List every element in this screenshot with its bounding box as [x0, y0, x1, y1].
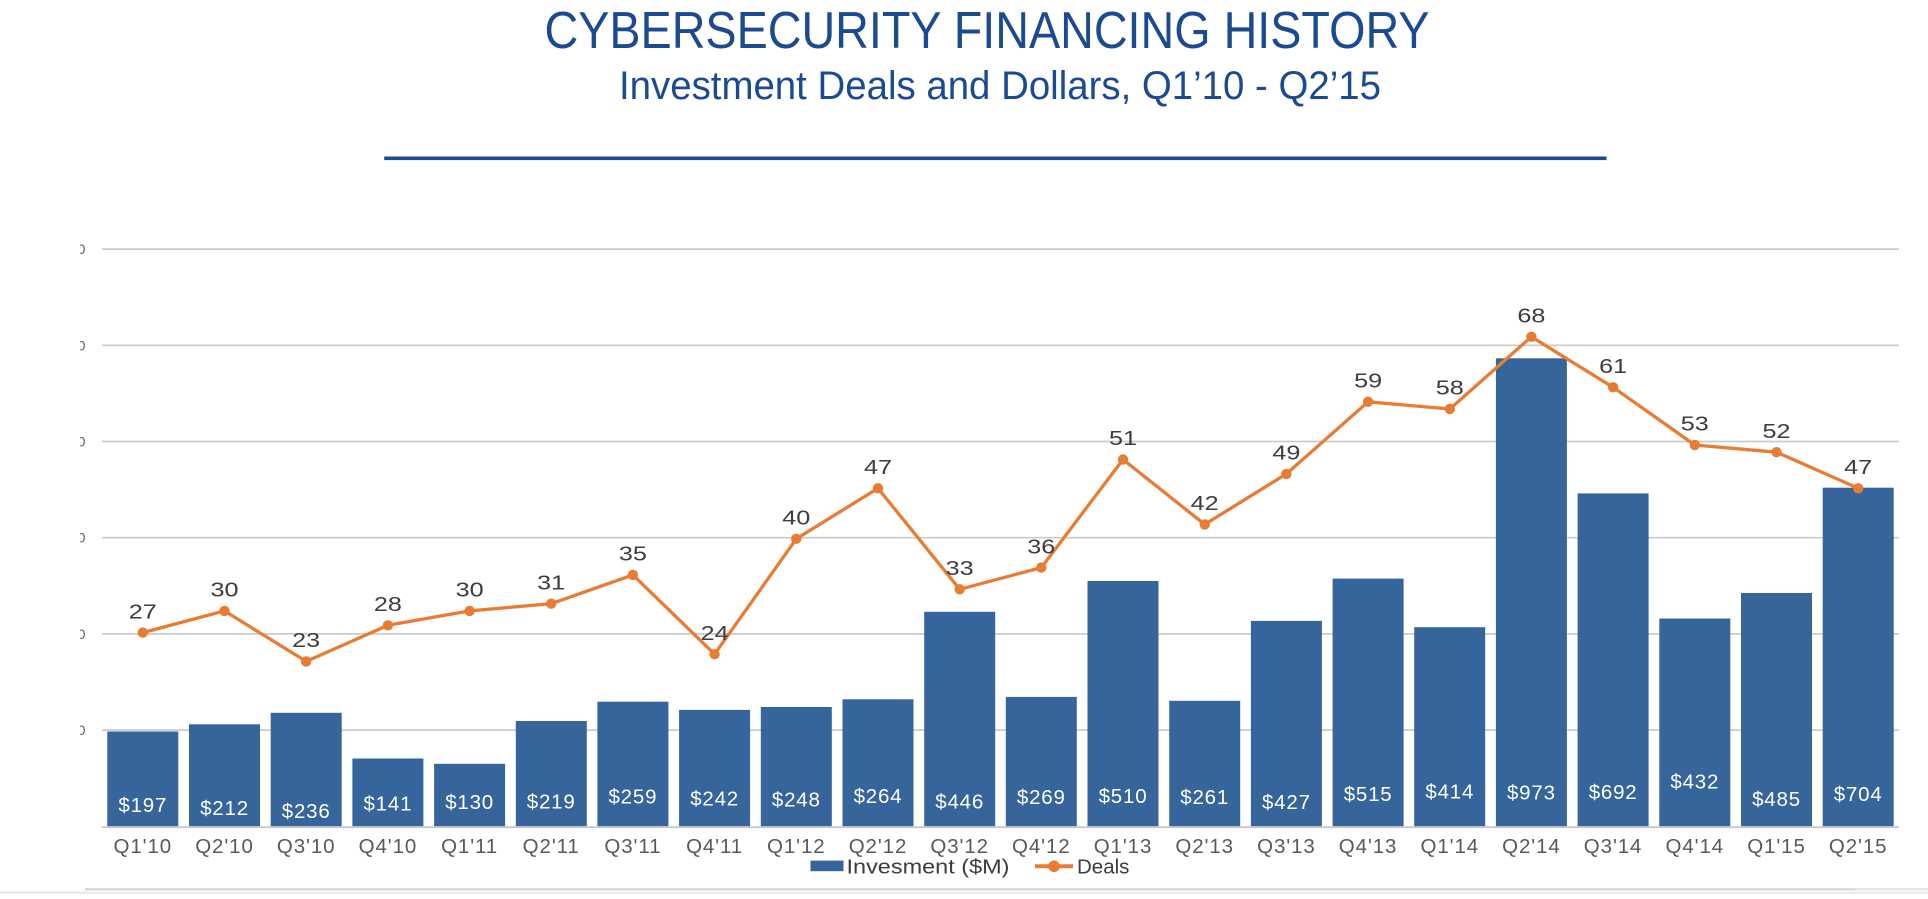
svg-text:Q2'11: Q2'11 [523, 835, 580, 858]
svg-text:$704: $704 [1834, 783, 1883, 806]
svg-text:Q3'10: Q3'10 [277, 835, 336, 858]
svg-text:$197: $197 [118, 794, 167, 817]
svg-text:$130: $130 [445, 791, 494, 814]
svg-text:Q1'11: Q1'11 [441, 835, 498, 858]
svg-text:$264: $264 [854, 785, 903, 808]
svg-text:$242: $242 [690, 788, 739, 811]
svg-text:40: 40 [782, 507, 810, 530]
svg-text:31: 31 [537, 571, 565, 594]
svg-text:0: 0 [78, 626, 86, 642]
svg-text:$269: $269 [1017, 786, 1066, 809]
svg-text:$248: $248 [772, 789, 821, 812]
svg-text:68: 68 [1517, 305, 1545, 328]
svg-text:35: 35 [619, 543, 647, 566]
svg-text:Q2'13: Q2'13 [1175, 835, 1234, 858]
svg-text:61: 61 [1599, 355, 1627, 378]
svg-text:0: 0 [78, 530, 86, 546]
svg-text:CYBERSECURITY FINANCING HISTOR: CYBERSECURITY FINANCING HISTORY [545, 2, 1430, 60]
svg-text:Q2'15: Q2'15 [1829, 835, 1888, 858]
svg-text:$212: $212 [200, 797, 249, 820]
svg-text:$432: $432 [1670, 771, 1719, 794]
svg-text:47: 47 [1844, 456, 1872, 479]
svg-text:Q1'13: Q1'13 [1094, 835, 1153, 858]
svg-text:47: 47 [864, 456, 892, 479]
svg-text:Investment Deals and Dollars,: Investment Deals and Dollars, Q1’10 - Q2… [619, 64, 1381, 108]
svg-text:Q1'12: Q1'12 [767, 835, 826, 858]
svg-text:$510: $510 [1099, 785, 1148, 808]
svg-text:58: 58 [1436, 377, 1464, 400]
svg-text:Q1'15: Q1'15 [1747, 835, 1806, 858]
svg-text:$414: $414 [1425, 781, 1474, 804]
svg-text:23: 23 [292, 629, 320, 652]
svg-text:$259: $259 [608, 786, 657, 809]
svg-text:52: 52 [1763, 420, 1791, 443]
svg-text:$219: $219 [527, 791, 576, 814]
svg-text:28: 28 [374, 593, 402, 616]
svg-text:$446: $446 [935, 791, 984, 814]
svg-text:30: 30 [211, 579, 239, 602]
svg-text:0: 0 [78, 337, 86, 353]
svg-text:$236: $236 [282, 800, 331, 823]
svg-text:Q2'12: Q2'12 [849, 835, 908, 858]
svg-text:Invesment ($M): Invesment ($M) [847, 856, 1010, 879]
svg-text:$261: $261 [1180, 786, 1229, 809]
svg-text:24: 24 [701, 622, 729, 645]
svg-text:$515: $515 [1344, 783, 1393, 806]
svg-text:$692: $692 [1589, 781, 1638, 804]
svg-text:Q4'10: Q4'10 [359, 835, 418, 858]
svg-text:Q3'13: Q3'13 [1257, 835, 1316, 858]
svg-text:Q4'14: Q4'14 [1666, 835, 1725, 858]
svg-text:33: 33 [946, 557, 974, 580]
svg-text:49: 49 [1272, 442, 1300, 465]
svg-text:42: 42 [1191, 492, 1219, 515]
svg-text:51: 51 [1109, 427, 1137, 450]
svg-text:0: 0 [78, 434, 86, 450]
svg-text:Deals: Deals [1077, 856, 1129, 879]
svg-text:0: 0 [78, 241, 86, 257]
svg-text:Q3'11: Q3'11 [604, 835, 661, 858]
svg-text:Q2'10: Q2'10 [195, 835, 254, 858]
svg-text:Q1'10: Q1'10 [114, 835, 173, 858]
svg-text:Q4'11: Q4'11 [686, 835, 743, 858]
svg-text:59: 59 [1354, 370, 1382, 393]
svg-text:53: 53 [1681, 413, 1709, 436]
svg-text:Q2'14: Q2'14 [1502, 835, 1561, 858]
svg-text:$427: $427 [1262, 791, 1311, 814]
svg-text:Q4'13: Q4'13 [1339, 835, 1398, 858]
svg-text:Q3'12: Q3'12 [930, 835, 989, 858]
svg-text:30: 30 [456, 579, 484, 602]
svg-text:$141: $141 [363, 793, 412, 816]
svg-text:Q3'14: Q3'14 [1584, 835, 1643, 858]
svg-text:27: 27 [129, 600, 157, 623]
svg-text:36: 36 [1027, 535, 1055, 558]
svg-text:$973: $973 [1507, 782, 1556, 805]
svg-text:Q1'14: Q1'14 [1421, 835, 1480, 858]
svg-text:Q4'12: Q4'12 [1012, 835, 1071, 858]
svg-text:0: 0 [78, 722, 86, 738]
svg-text:$485: $485 [1752, 788, 1801, 811]
